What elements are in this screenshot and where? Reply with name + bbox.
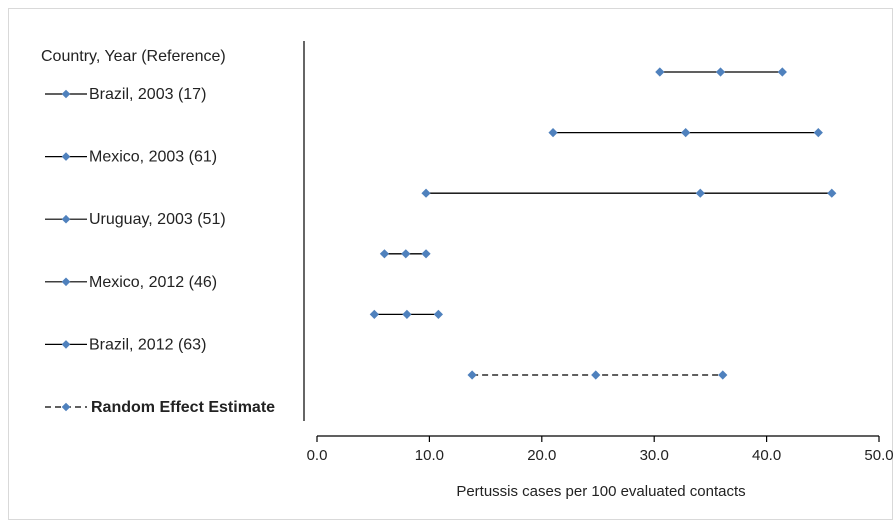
estimate-marker: [681, 128, 691, 138]
ci-low-marker: [379, 249, 390, 259]
legend-entry: Mexico, 2012 (46): [45, 274, 217, 291]
legend: Brazil, 2003 (17) Mexico, 2003 (61) Urugua…: [45, 86, 275, 416]
ci-high-marker: [827, 188, 837, 198]
legend-entry: Random Effect Estimate: [45, 399, 275, 416]
series-row: [548, 128, 823, 138]
legend-entry: Brazil, 2012 (63): [45, 336, 206, 353]
estimate-marker: [591, 370, 601, 380]
legend-marker: [61, 340, 71, 349]
x-tick-label: 30.0: [640, 447, 669, 464]
legend-marker: [61, 152, 71, 161]
legend-label: Brazil, 2012 (63): [89, 336, 206, 353]
x-tick-label: 20.0: [527, 447, 556, 464]
ci-high-marker: [433, 309, 443, 319]
ci-low-marker: [421, 188, 431, 198]
legend-label: Brazil, 2003 (17): [89, 86, 206, 103]
plot-marks: [369, 67, 837, 380]
legend-marker: [61, 402, 71, 412]
legend-marker: [61, 214, 71, 224]
x-tick-label: 10.0: [415, 447, 444, 464]
legend-label: Uruguay, 2003 (51): [89, 211, 226, 228]
series-row: [369, 309, 443, 319]
legend-marker: [61, 277, 71, 287]
ci-high-marker: [813, 128, 823, 138]
estimate-marker: [402, 309, 412, 319]
forest-plot: Country, Year (Reference) Brazil, 2003 (…: [41, 41, 894, 500]
legend-marker: [61, 89, 71, 99]
ci-high-marker: [421, 249, 431, 259]
ci-low-marker: [655, 67, 665, 77]
x-tick-label: 50.0: [864, 447, 893, 464]
legend-header: Country, Year (Reference): [41, 48, 226, 65]
legend-entry: Brazil, 2003 (17): [45, 86, 206, 103]
series-row: [379, 249, 431, 259]
legend-label: Mexico, 2003 (61): [89, 149, 217, 166]
x-axis: 0.0 10.0 20.0 30.0 40.0 50.0: [307, 435, 894, 464]
series-row: [467, 370, 728, 380]
legend-entry: Uruguay, 2003 (51): [45, 211, 226, 228]
chart-frame: Country, Year (Reference) Brazil, 2003 (…: [8, 8, 894, 520]
estimate-marker: [695, 188, 705, 198]
ci-low-marker: [548, 128, 558, 138]
series-row: [655, 67, 787, 77]
estimate-marker: [715, 67, 726, 77]
x-tick-label: 0.0: [307, 447, 328, 464]
series-row: [421, 188, 837, 198]
ci-low-marker: [369, 309, 379, 319]
ci-high-marker: [718, 370, 728, 380]
estimate-marker: [401, 249, 411, 259]
ci-high-marker: [777, 67, 787, 77]
ci-low-marker: [467, 370, 477, 380]
legend-entry: Mexico, 2003 (61): [45, 149, 217, 166]
x-tick-label: 40.0: [752, 447, 781, 464]
legend-label: Mexico, 2012 (46): [89, 274, 217, 291]
x-axis-label: Pertussis cases per 100 evaluated contac…: [456, 483, 745, 500]
legend-label: Random Effect Estimate: [91, 399, 275, 416]
